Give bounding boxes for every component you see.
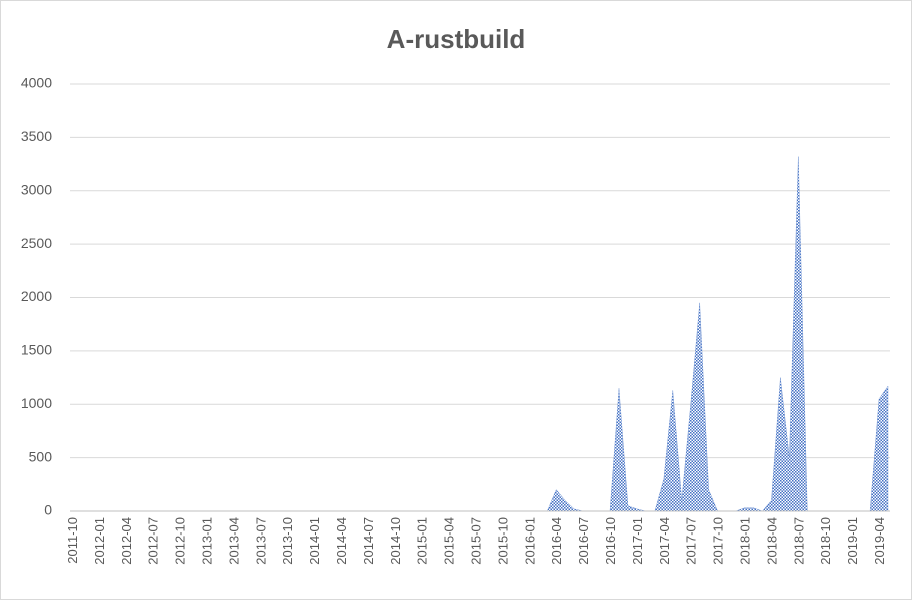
y-tick-label: 1000 <box>21 395 52 411</box>
y-tick-label: 3500 <box>21 128 52 144</box>
x-tick-label: 2011-10 <box>65 517 80 564</box>
x-tick-label: 2016-07 <box>576 517 591 565</box>
x-tick-label: 2014-04 <box>334 517 349 565</box>
x-tick-label: 2019-04 <box>872 517 887 565</box>
x-tick-label: 2017-10 <box>711 517 726 565</box>
x-tick-label: 2015-07 <box>469 517 484 565</box>
x-tick-label: 2015-04 <box>442 517 457 565</box>
x-tick-label: 2015-10 <box>495 517 510 565</box>
y-tick-label: 4000 <box>21 75 52 91</box>
x-tick-label: 2016-04 <box>549 517 564 565</box>
x-tick-label: 2012-10 <box>173 517 188 565</box>
x-tick-label: 2012-04 <box>119 517 134 565</box>
y-tick-label: 2000 <box>21 288 52 304</box>
y-tick-label: 2500 <box>21 235 52 251</box>
y-tick-label: 3000 <box>21 181 52 197</box>
y-tick-label: 0 <box>44 502 52 518</box>
x-tick-label: 2015-01 <box>415 517 430 565</box>
x-tick-label: 2017-07 <box>684 517 699 565</box>
x-tick-label: 2013-01 <box>200 517 215 565</box>
x-tick-label: 2014-07 <box>361 517 376 565</box>
x-tick-label: 2014-01 <box>307 517 322 565</box>
x-tick-label: 2018-07 <box>791 517 806 565</box>
x-tick-label: 2017-04 <box>657 517 672 565</box>
x-tick-label: 2017-01 <box>630 517 645 565</box>
x-tick-label: 2019-01 <box>845 517 860 565</box>
x-tick-label: 2012-07 <box>146 517 161 565</box>
x-tick-label: 2012-01 <box>92 517 107 565</box>
x-tick-label: 2018-01 <box>738 517 753 565</box>
y-tick-label: 1500 <box>21 342 52 358</box>
x-tick-label: 2016-01 <box>522 517 537 565</box>
x-tick-label: 2018-04 <box>764 517 779 565</box>
y-tick-label: 500 <box>29 448 53 464</box>
x-tick-label: 2013-10 <box>280 517 295 565</box>
x-tick-label: 2018-10 <box>818 517 833 565</box>
x-tick-label: 2014-10 <box>388 517 403 565</box>
chart-title: A-rustbuild <box>387 24 526 54</box>
x-tick-label: 2016-10 <box>603 517 618 565</box>
x-tick-label: 2013-07 <box>253 517 268 565</box>
x-tick-label: 2013-04 <box>226 517 241 565</box>
